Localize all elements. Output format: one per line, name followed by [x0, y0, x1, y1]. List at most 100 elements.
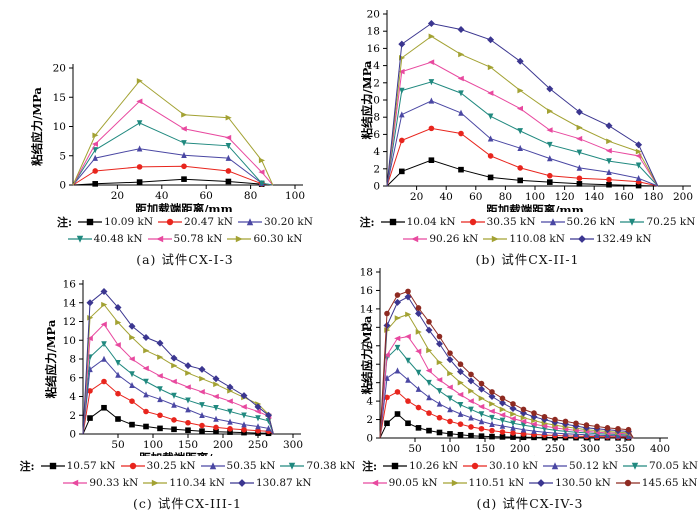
series-70.38-kN [82, 341, 274, 435]
svg-text:6: 6 [69, 372, 76, 384]
svg-text:10: 10 [63, 335, 76, 347]
chart-c-title: (c) 试件CX-III-1 [133, 496, 242, 511]
svg-text:2: 2 [69, 410, 76, 422]
svg-text:160: 160 [614, 191, 634, 203]
legend-marker-icon [229, 479, 254, 487]
legend-marker-icon [483, 235, 508, 243]
svg-text:12: 12 [360, 322, 373, 334]
legend-marker-icon [67, 235, 92, 243]
legend-entry: 70.25 kN [620, 216, 695, 228]
legend-marker-icon [200, 462, 225, 470]
legend-marker-icon [620, 218, 645, 226]
legend-entry: 20.47 kN [158, 216, 233, 228]
svg-text:14: 14 [63, 297, 77, 309]
svg-text:20: 20 [111, 190, 124, 202]
x-axis-label: 距加载端距离/mm [486, 203, 584, 212]
series-30.25-kN [82, 378, 274, 435]
legend-label: 10.09 kN [104, 216, 154, 228]
svg-text:300: 300 [580, 443, 600, 455]
svg-text:100: 100 [525, 191, 545, 203]
svg-text:14: 14 [360, 303, 373, 315]
legend-label: 30.10 kN [489, 460, 539, 472]
legend-label: 70.38 kN [306, 460, 356, 472]
legend-entry: 10.04 kN [380, 216, 456, 228]
legend-entry: 145.65 kN [615, 477, 698, 489]
svg-text:8: 8 [366, 359, 373, 371]
tick-labels: 20 40 60 80 100 0 5 10 15 20 [53, 63, 305, 203]
svg-text:40: 40 [440, 191, 453, 203]
legend-row: 90.33 kN 110.34 kN 130.87 kN [15, 477, 360, 489]
svg-text:60: 60 [200, 190, 213, 202]
legend-marker-icon [40, 462, 65, 470]
legend-row: 注: 10.26 kN 30.10 kN 50.12 kN 70.05 kN [360, 458, 700, 474]
legend-marker-icon [380, 218, 405, 226]
x-axis-label: 距加载端距离/mm [471, 455, 569, 456]
legend-entry: 10.09 kN [78, 216, 153, 228]
svg-text:2: 2 [373, 163, 380, 175]
chart-panel-c: 50 100 150 200 250 300 0 2 4 6 8 10 12 14 16 距加载端距离/mm 粘… [15, 266, 360, 512]
svg-text:15: 15 [53, 92, 66, 104]
svg-text:100: 100 [285, 190, 305, 202]
legend-label: 145.65 kN [641, 477, 698, 489]
svg-text:4: 4 [69, 391, 76, 403]
legend-row: 注: 10.57 kN 30.25 kN 50.35 kN 70.38 kN [15, 458, 360, 474]
legend-label: 70.05 kN [648, 460, 698, 472]
legend-marker-icon [383, 462, 408, 470]
legend-marker-icon [460, 218, 485, 226]
legend-note-label: 注: [57, 216, 73, 229]
legend-marker-icon [569, 235, 594, 243]
legend-note-label: 注: [359, 216, 375, 229]
legend-marker-icon [615, 479, 640, 487]
svg-text:0: 0 [59, 180, 66, 192]
chart-c-legend: 注: 10.57 kN 30.25 kN 50.35 kN 70.38 kN 90.33 … [15, 458, 360, 489]
legend-entry: 60.30 kN [227, 233, 302, 245]
series-145.65-kN [379, 288, 634, 439]
legend-label: 20.47 kN [184, 216, 233, 228]
chart-a-plot: 20 40 60 80 100 0 5 10 15 20 距加载端距离/mm 粘结应力/MPa [30, 63, 305, 213]
svg-text:4: 4 [366, 396, 373, 408]
series-90.33-kN [82, 321, 274, 435]
legend-label: 10.26 kN [409, 460, 459, 472]
svg-text:180: 180 [643, 191, 663, 203]
tick-labels: 20 40 60 80 100 120 140 160 180 200 0 2 4 6 8 10 12 14 16 1… [367, 9, 693, 204]
chart-panel-d: 50 100 150 200 250 300 350 400 0 2 4 6 8 10 12 14 16 18 距加… [360, 266, 700, 512]
legend-entry: 110.51 kN [442, 477, 524, 489]
legend-marker-icon [280, 462, 305, 470]
chart-a-title: (a) 试件CX-I-3 [136, 252, 234, 267]
series-40.48-kN [72, 120, 273, 187]
legend-entry: 50.12 kN [543, 460, 618, 472]
legend-label: 130.87 kN [255, 477, 312, 489]
svg-text:80: 80 [244, 190, 257, 202]
svg-text:2: 2 [366, 414, 373, 426]
legend-marker-icon [622, 462, 647, 470]
y-axis-label: 粘结应力/MPa [360, 315, 374, 394]
svg-text:12: 12 [63, 316, 76, 328]
legend-entry: 50.35 kN [200, 460, 276, 472]
svg-text:20: 20 [53, 63, 66, 75]
svg-text:0: 0 [366, 433, 373, 445]
chart-c-plot: 50 100 150 200 250 300 0 2 4 6 8 10 12 14 16 距加载端距离/mm 粘… [44, 279, 303, 457]
svg-text:150: 150 [475, 443, 495, 455]
svg-text:8: 8 [373, 112, 380, 124]
legend-entry: 110.34 kN [143, 477, 225, 489]
legend-label: 50.12 kN [569, 460, 618, 472]
legend-entry: 30.25 kN [120, 460, 196, 472]
legend-marker-icon [158, 218, 183, 226]
axes [69, 64, 303, 189]
y-axis-label: 粘结应力/MPa [44, 319, 58, 398]
legend-label: 50.35 kN [226, 460, 276, 472]
legend-row: 注: 10.04 kN 30.35 kN 50.26 kN 70.25 kN [355, 214, 700, 230]
legend-marker-icon [529, 479, 554, 487]
legend-entry: 70.05 kN [622, 460, 698, 472]
legend-marker-icon [63, 479, 88, 487]
legend-entry: 90.05 kN [362, 477, 438, 489]
legend-row: 40.48 kN 50.78 kN 60.30 kN [15, 233, 355, 245]
chart-panel-b: 20 40 60 80 100 120 140 160 180 200 0 2 4 6 8 10 12 14 16 1… [355, 0, 700, 268]
series-50.35-kN [82, 355, 274, 435]
series-130.87-kN [82, 288, 274, 435]
svg-text:20: 20 [367, 9, 380, 21]
legend-entry: 130.50 kN [529, 477, 611, 489]
svg-text:40: 40 [155, 190, 168, 202]
legend-marker-icon [540, 218, 565, 226]
